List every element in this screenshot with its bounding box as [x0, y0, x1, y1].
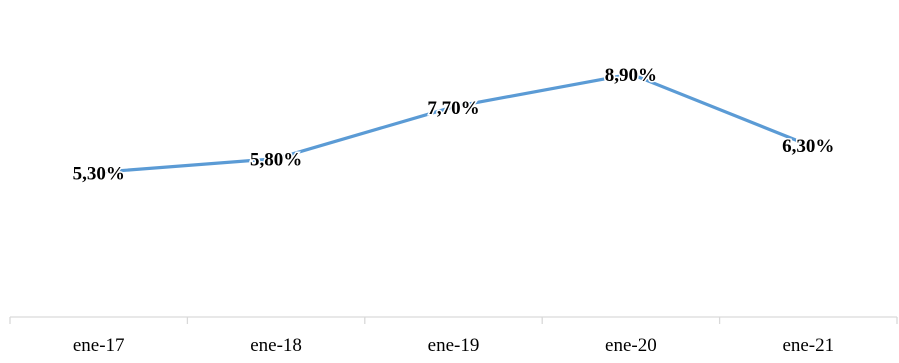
data-label: 5,30% — [73, 163, 125, 184]
x-tick-label: ene-18 — [250, 335, 302, 356]
data-label: 5,80% — [250, 150, 302, 171]
data-label: 6,30% — [782, 136, 834, 157]
x-tick-label: ene-21 — [782, 335, 834, 356]
x-axis-ticks — [9, 317, 898, 324]
x-tick-label: ene-17 — [73, 335, 125, 356]
data-label: 8,90% — [605, 65, 657, 86]
data-label: 7,70% — [427, 98, 479, 119]
x-tick-label: ene-20 — [605, 335, 657, 356]
x-tick-label: ene-19 — [428, 335, 480, 356]
data-labels: 5,30% 5,80% 7,70% 8,90% 6,30% — [71, 64, 836, 186]
x-tick-labels: ene-17 ene-18 ene-19 ene-20 ene-21 — [73, 335, 834, 356]
series-line — [97, 72, 810, 174]
